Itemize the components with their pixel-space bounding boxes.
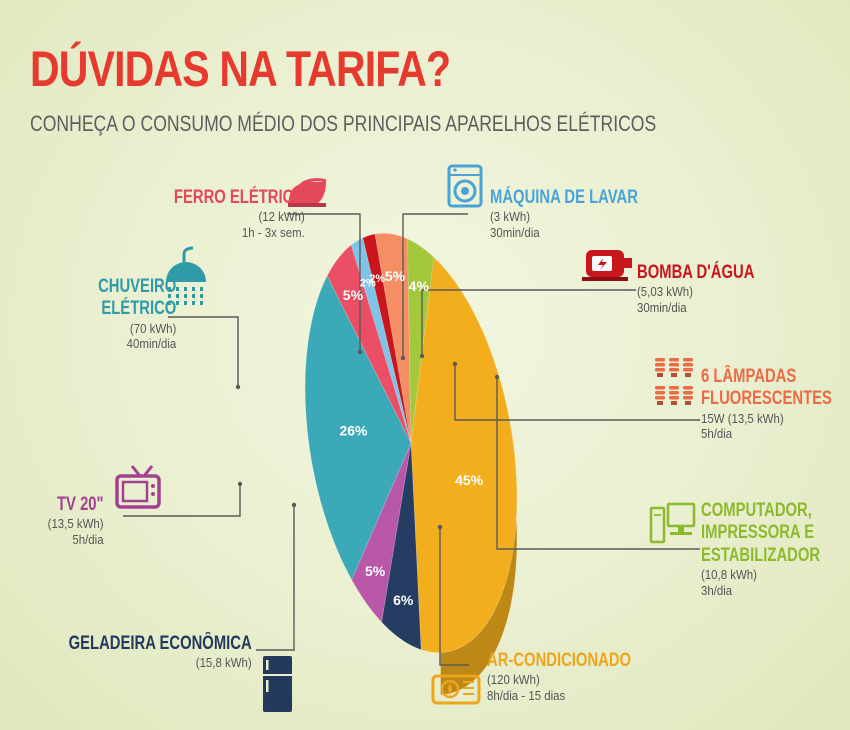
label-info-lampadas: 15W (13,5 kWh) (701, 410, 784, 426)
label-name-ar: AR-CONDICIONADO (487, 650, 632, 671)
percent-label-maquina: 2% (360, 277, 376, 289)
percent-label-tv: 5% (365, 563, 386, 579)
leader-dot-maquina (400, 355, 406, 361)
label-info-computador: (10,8 kWh) (701, 567, 757, 583)
iron-icon (288, 178, 327, 207)
pie-top (304, 233, 518, 653)
label-name-geladeira: GELADEIRA ECONÔMICA (68, 633, 252, 654)
pie-slice-bomba (362, 233, 412, 444)
leader-dot-ar (437, 524, 443, 530)
label-info-maquina: (3 kWh) (490, 209, 531, 225)
label-name-chuveiro: CHUVEIRO (97, 276, 176, 297)
label-info-ar: 8h/dia - 15 dias (487, 687, 566, 703)
percent-label-chuveiro: 26% (339, 423, 368, 439)
label-info-ar: (120 kWh) (487, 672, 540, 688)
leader-dot-chuveiro (235, 384, 241, 390)
leader-ar (439, 527, 469, 666)
label-info-lampadas: 5h/dia (701, 426, 733, 442)
label-computador: COMPUTADOR, IMPRESSORA E ESTABILIZADOR (10,… (701, 500, 850, 598)
label-name-computador: COMPUTADOR, (701, 500, 812, 521)
label-info-maquina: 30min/dia (490, 224, 540, 240)
label-name-bomba: BOMBA D'ÁGUA (637, 262, 755, 283)
label-info-geladeira: (15,8 kWh) (196, 655, 252, 671)
icons (115, 164, 696, 712)
leader-computador (496, 377, 700, 550)
label-maquina: MÁQUINA DE LAVAR (3 kWh) 30min/dia (490, 187, 680, 240)
pie-slice-ferro (326, 244, 412, 444)
label-info-chuveiro: 40min/dia (126, 336, 176, 352)
leader-chuveiro (168, 316, 239, 387)
label-info-tv: 5h/dia (72, 531, 104, 547)
label-bomba: BOMBA D'ÁGUA (5,03 kWh) 30min/dia (637, 262, 788, 315)
label-info-ferro: 1h - 3x sem. (242, 224, 305, 240)
page-subtitle: CONHEÇA O CONSUMO MÉDIO DOS PRINCIPAIS A… (30, 111, 657, 136)
label-name-maquina: MÁQUINA DE LAVAR (490, 187, 638, 208)
label-name-tv: TV 20" (57, 494, 104, 515)
leader-lines (123, 213, 700, 666)
pie-slice-geladeira (381, 442, 422, 651)
percent-label-lampadas: 5% (385, 268, 406, 284)
label-ferro: FERRO ELÉTRICO (12 kWh) 1h - 3x sem. (137, 187, 305, 240)
label-name-computador: ESTABILIZADOR (701, 544, 821, 566)
label-info-chuveiro: (70 kWh) (129, 320, 176, 336)
leader-dot-ferro (357, 349, 363, 355)
label-info-tv: (13,5 kWh) (48, 516, 104, 532)
percent-labels: 2% 5%4%45%6%5%26%5%2% (339, 268, 483, 608)
leader-tv (123, 484, 241, 517)
percent-label-ar: 45% (455, 472, 484, 488)
pie-slice-maquina (350, 237, 412, 444)
leader-maquina (402, 213, 468, 358)
fluorescent-lamps-icon (655, 358, 693, 405)
leader-ferro (287, 213, 361, 352)
percent-label-computador: 4% (409, 278, 430, 294)
label-info-bomba: (5,03 kWh) (637, 284, 693, 300)
percent-label-ferro: 5% (343, 287, 364, 303)
leader-dot-computador (494, 374, 500, 380)
shower-icon (166, 246, 206, 305)
leader-bomba (421, 289, 636, 356)
percent-label-bomba: 2% (369, 273, 385, 285)
label-name-lampadas: FLUORESCENTES (701, 388, 832, 410)
label-name-ferro: FERRO ELÉTRICO (174, 187, 305, 208)
leader-dot-bomba (419, 353, 425, 359)
water-pump-icon (582, 250, 632, 281)
pie-slice-ar (410, 256, 518, 653)
label-info-ferro: (12 kWh) (258, 209, 305, 225)
leader-dot-geladeira (291, 502, 297, 508)
pie-slice-chuveiro (304, 275, 412, 581)
leader-lampadas (454, 364, 700, 421)
label-info-bomba: 30min/dia (637, 299, 687, 315)
washing-machine-icon (447, 164, 483, 208)
leader-geladeira (256, 505, 295, 651)
label-name-computador: IMPRESSORA E (701, 522, 815, 544)
label-name-chuveiro: ELÉTRICO (101, 298, 176, 320)
label-chuveiro: CHUVEIRO ELÉTRICO (70 kWh) 40min/dia (76, 276, 176, 351)
percent-label-geladeira: 6% (393, 592, 414, 608)
leader-dot-tv (237, 481, 243, 487)
label-info-computador: 3h/dia (701, 582, 733, 598)
label-lampadas: 6 LÂMPADAS FLUORESCENTES 15W (13,5 kWh) 5h/… (701, 366, 850, 441)
label-name-lampadas: 6 LÂMPADAS (701, 366, 797, 387)
label-geladeira: GELADEIRA ECONÔMICA (15,8 kWh) (17, 633, 252, 671)
tv-icon (115, 465, 161, 509)
air-conditioner-icon (431, 674, 481, 705)
refrigerator-icon (263, 656, 292, 712)
label-tv: TV 20" (13,5 kWh) 5h/dia (40, 494, 104, 547)
page-title: DÚVIDAS NA TARIFA? (30, 41, 451, 97)
leader-dot-lampadas (452, 361, 458, 367)
pie-slice-tv (351, 442, 412, 623)
computer-icon (649, 502, 696, 544)
label-ar: AR-CONDICIONADO (120 kWh) 8h/dia - 15 dias (487, 650, 672, 703)
